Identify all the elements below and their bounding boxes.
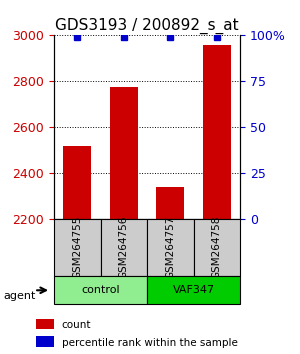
FancyBboxPatch shape (147, 276, 240, 304)
Text: agent: agent (3, 291, 35, 301)
FancyBboxPatch shape (100, 219, 147, 276)
Bar (203, 45, 231, 219)
Text: percentile rank within the sample: percentile rank within the sample (61, 338, 237, 348)
Bar (110, 87, 138, 219)
Bar (63, 146, 91, 219)
Text: GSM264756: GSM264756 (119, 216, 129, 280)
Bar (36, 319, 54, 329)
Text: GSM264758: GSM264758 (212, 216, 222, 280)
Text: control: control (81, 285, 120, 295)
FancyBboxPatch shape (147, 219, 194, 276)
Bar (156, 187, 184, 219)
Text: GSM264757: GSM264757 (165, 216, 175, 280)
Text: VAF347: VAF347 (172, 285, 214, 295)
Text: count: count (61, 320, 91, 330)
FancyBboxPatch shape (54, 276, 147, 304)
FancyBboxPatch shape (54, 219, 100, 276)
Bar (36, 336, 54, 347)
FancyBboxPatch shape (194, 219, 240, 276)
Text: GSM264755: GSM264755 (72, 216, 82, 280)
Title: GDS3193 / 200892_s_at: GDS3193 / 200892_s_at (55, 18, 239, 34)
